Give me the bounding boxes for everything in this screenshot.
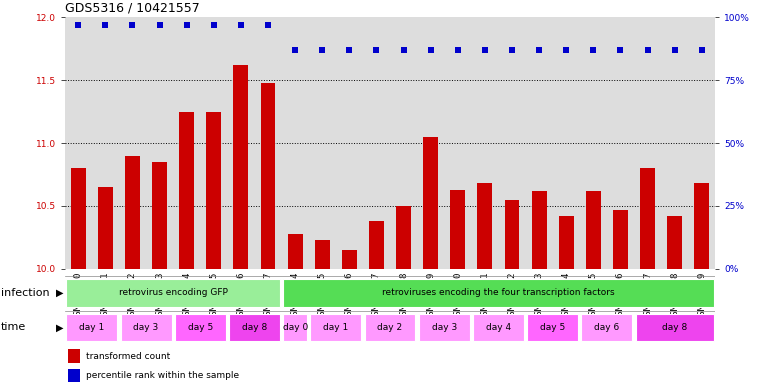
Point: [533, 47, 545, 53]
Bar: [71, 168, 86, 269]
Point: [208, 22, 220, 28]
Bar: [229, 314, 280, 341]
Point: [180, 22, 193, 28]
Text: day 2: day 2: [377, 323, 403, 332]
Bar: [527, 314, 578, 341]
Bar: [288, 233, 303, 269]
Bar: [66, 314, 117, 341]
Point: [614, 47, 626, 53]
Text: day 8: day 8: [242, 323, 267, 332]
Point: [642, 47, 654, 53]
Bar: [473, 314, 524, 341]
Point: [72, 22, 84, 28]
Bar: [477, 183, 492, 269]
Bar: [68, 349, 80, 363]
Text: infection: infection: [1, 288, 49, 298]
Bar: [120, 314, 171, 341]
Bar: [640, 168, 655, 269]
Point: [343, 47, 355, 53]
Bar: [283, 314, 307, 341]
Bar: [532, 191, 546, 269]
Point: [371, 47, 383, 53]
Bar: [423, 137, 438, 269]
Point: [235, 22, 247, 28]
Bar: [581, 314, 632, 341]
Bar: [66, 279, 280, 306]
Bar: [635, 314, 714, 341]
Bar: [206, 112, 221, 269]
Bar: [369, 221, 384, 269]
Text: day 5: day 5: [540, 323, 565, 332]
Text: day 4: day 4: [486, 323, 511, 332]
Text: transformed count: transformed count: [86, 352, 170, 361]
Point: [397, 47, 409, 53]
Bar: [310, 314, 361, 341]
Point: [560, 47, 572, 53]
Point: [506, 47, 518, 53]
Text: day 1: day 1: [79, 323, 104, 332]
Bar: [396, 206, 411, 269]
Bar: [234, 65, 248, 269]
Bar: [260, 83, 275, 269]
Text: time: time: [1, 322, 26, 333]
Text: ▶: ▶: [56, 322, 63, 333]
Point: [696, 47, 708, 53]
Bar: [152, 162, 167, 269]
Text: day 6: day 6: [594, 323, 619, 332]
Point: [289, 47, 301, 53]
Point: [316, 47, 328, 53]
Text: day 5: day 5: [188, 323, 213, 332]
Bar: [451, 190, 465, 269]
Text: percentile rank within the sample: percentile rank within the sample: [86, 371, 239, 380]
Text: ▶: ▶: [56, 288, 63, 298]
Text: retroviruses encoding the four transcription factors: retroviruses encoding the four transcrip…: [382, 288, 615, 297]
Bar: [586, 191, 600, 269]
Point: [126, 22, 139, 28]
Text: day 1: day 1: [323, 323, 349, 332]
Bar: [125, 156, 140, 269]
Point: [587, 47, 600, 53]
Text: retrovirus encoding GFP: retrovirus encoding GFP: [119, 288, 228, 297]
Bar: [283, 279, 714, 306]
Bar: [505, 200, 520, 269]
Bar: [559, 216, 574, 269]
Text: day 3: day 3: [133, 323, 158, 332]
Bar: [315, 240, 330, 269]
Point: [669, 47, 681, 53]
Bar: [419, 314, 470, 341]
Point: [154, 22, 166, 28]
Bar: [342, 250, 357, 269]
Point: [479, 47, 491, 53]
Bar: [613, 210, 628, 269]
Bar: [667, 216, 682, 269]
Text: day 3: day 3: [431, 323, 457, 332]
Bar: [68, 369, 80, 382]
Text: day 8: day 8: [662, 323, 687, 332]
Bar: [175, 314, 226, 341]
Bar: [98, 187, 113, 269]
Bar: [694, 183, 709, 269]
Point: [262, 22, 274, 28]
Point: [99, 22, 111, 28]
Point: [425, 47, 437, 53]
Bar: [365, 314, 416, 341]
Point: [452, 47, 464, 53]
Text: GDS5316 / 10421557: GDS5316 / 10421557: [65, 2, 199, 15]
Bar: [180, 112, 194, 269]
Text: day 0: day 0: [282, 323, 307, 332]
